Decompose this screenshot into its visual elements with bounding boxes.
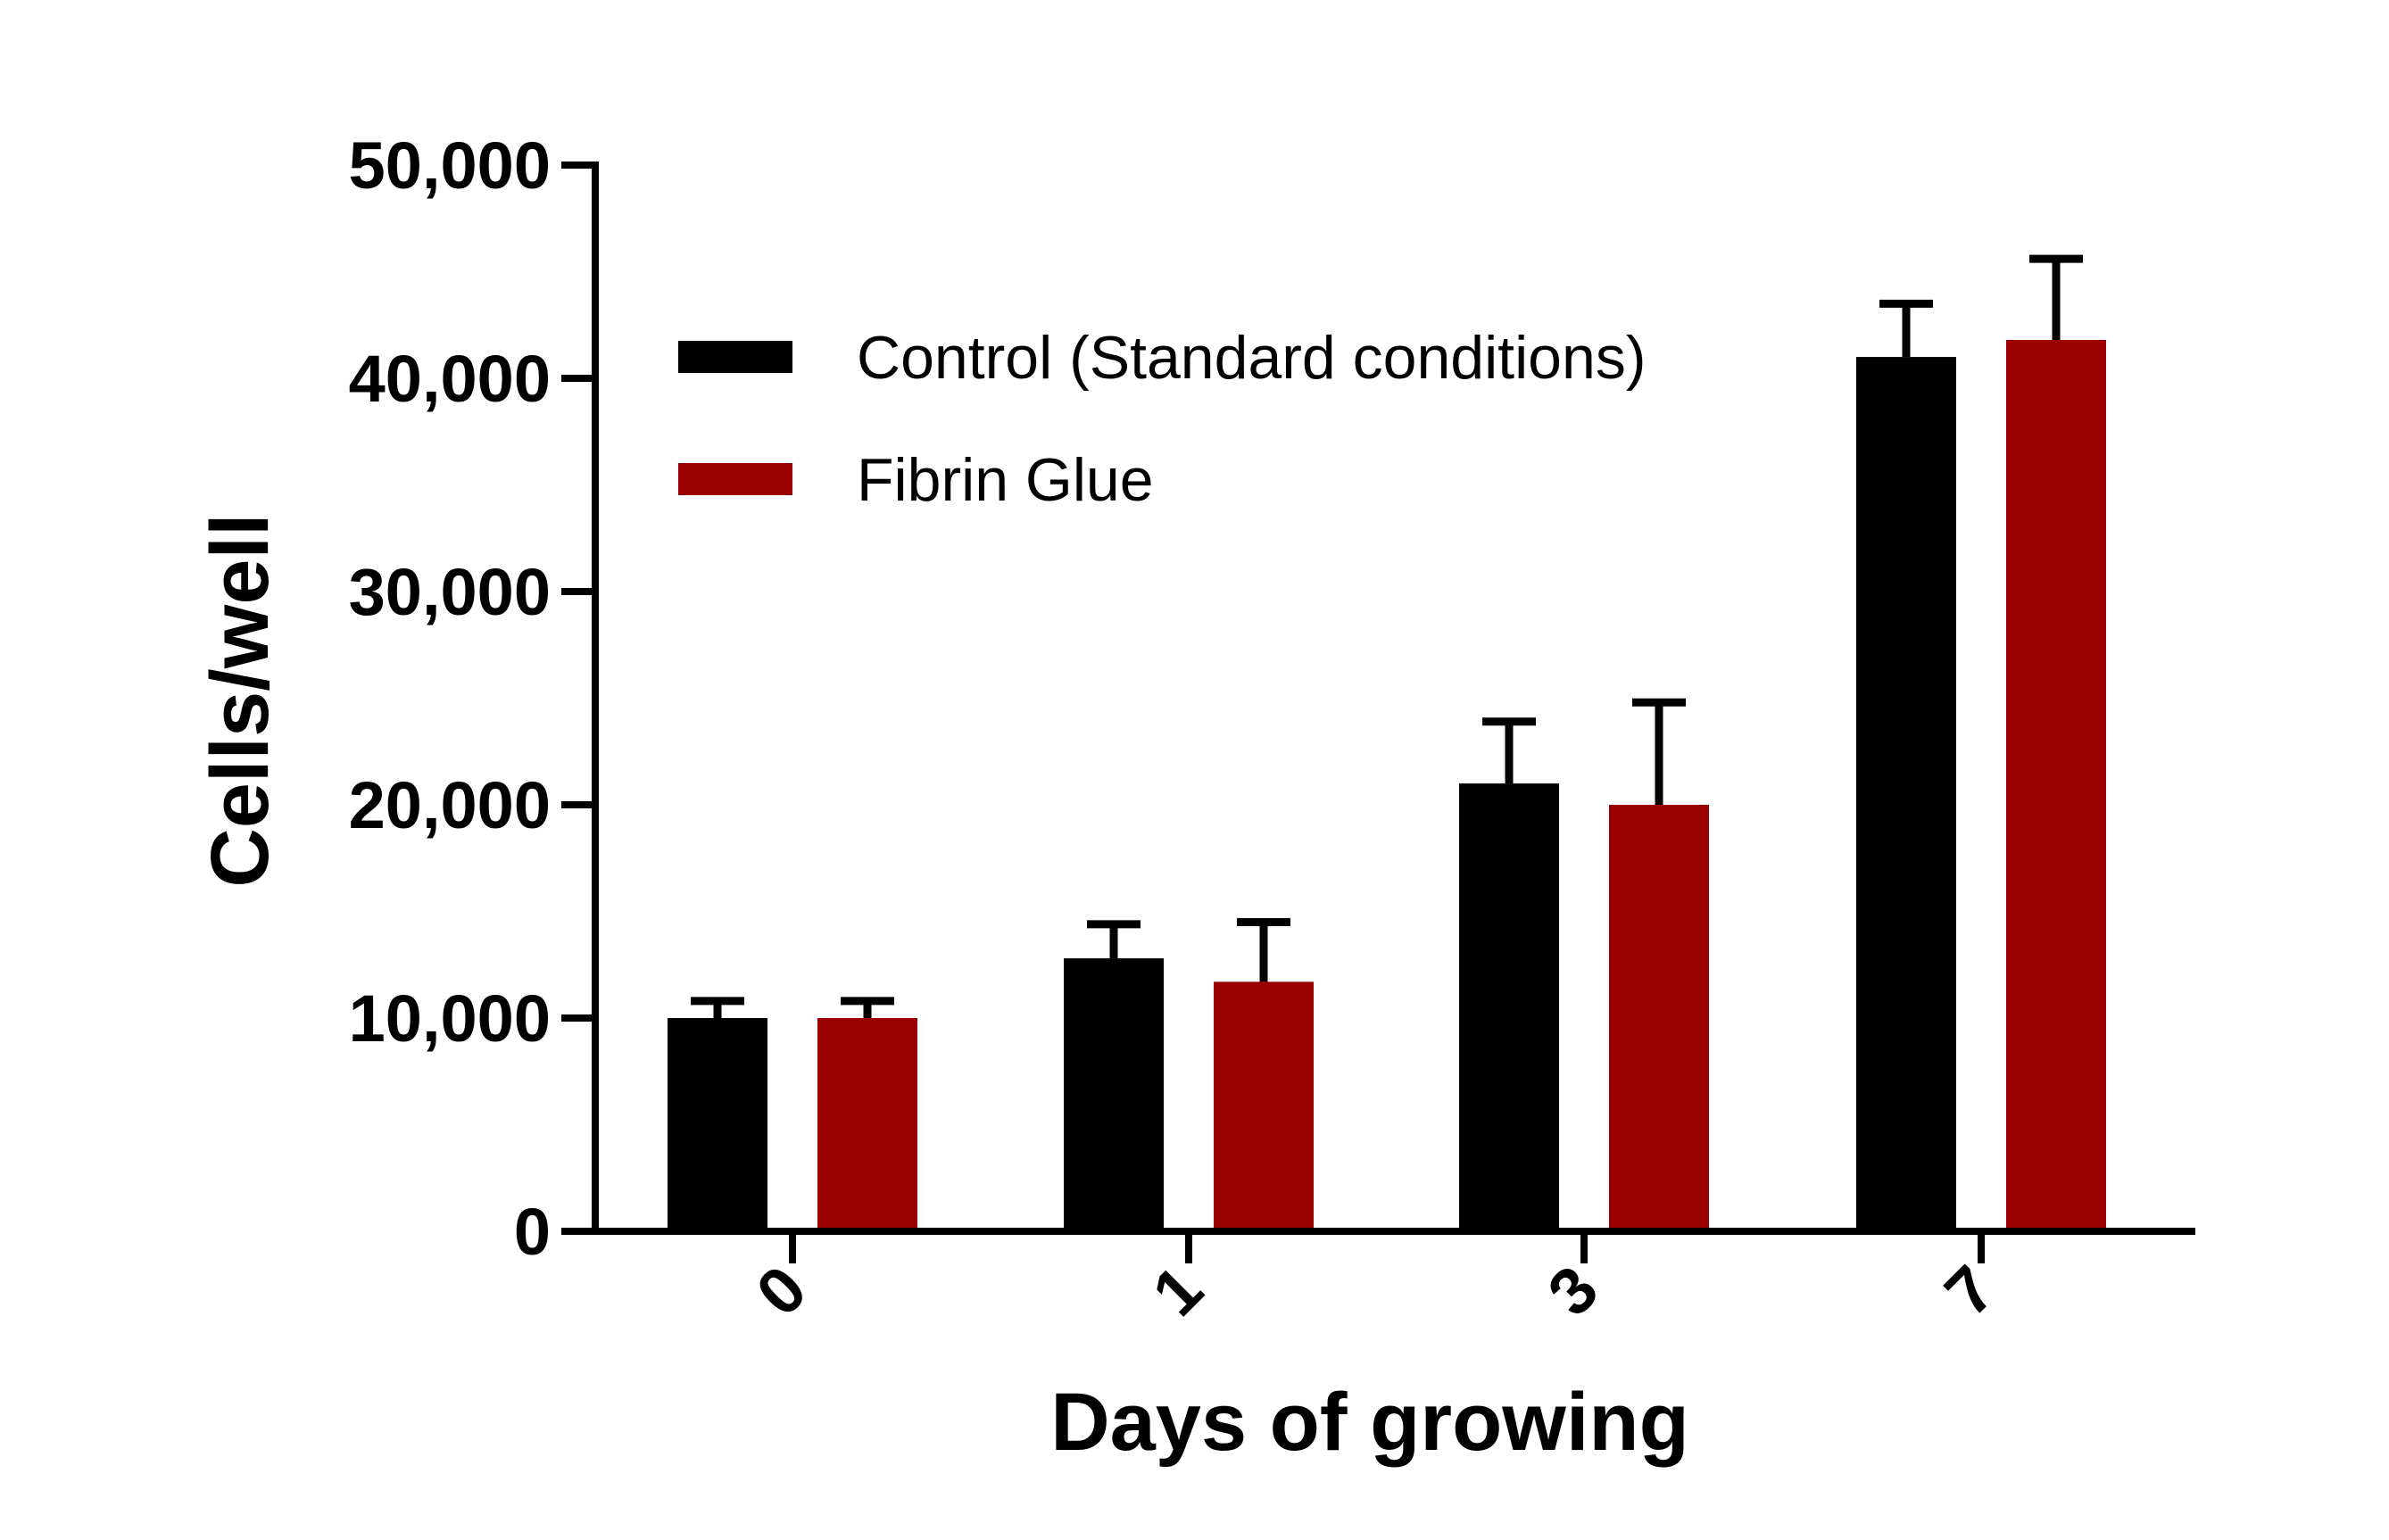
legend-item: Control (Standard conditions) bbox=[678, 324, 1646, 392]
bar bbox=[1856, 357, 1956, 1232]
y-tick-label: 20,000 bbox=[349, 768, 551, 842]
y-tick-label: 10,000 bbox=[349, 981, 551, 1056]
x-tick-label: 3 bbox=[1534, 1252, 1613, 1330]
x-axis-title: Days of growing bbox=[1050, 1377, 1689, 1468]
axes-layer bbox=[561, 161, 2195, 1235]
bar bbox=[1064, 958, 1164, 1231]
x-ticks-layer: 0 1 3 7 bbox=[742, 1231, 2010, 1330]
legend-label: Control (Standard conditions) bbox=[857, 324, 1646, 392]
bar bbox=[1459, 783, 1559, 1231]
bar bbox=[2006, 339, 2106, 1232]
bar bbox=[1214, 981, 1314, 1231]
error-bars-layer bbox=[691, 254, 2083, 1018]
bar bbox=[1609, 805, 1709, 1231]
y-ticks-layer: 0 10,000 20,000 30,000 40,000 50,000 bbox=[349, 128, 595, 1269]
legend-item: Fibrin Glue bbox=[678, 446, 1154, 514]
y-tick-label: 50,000 bbox=[349, 128, 551, 203]
y-axis-title: Cells/well bbox=[195, 513, 286, 887]
legend-label: Fibrin Glue bbox=[857, 446, 1154, 514]
y-tick-label: 40,000 bbox=[349, 342, 551, 416]
legend-swatch bbox=[678, 341, 792, 373]
bar bbox=[817, 1018, 917, 1231]
bar bbox=[668, 1018, 767, 1231]
bars-layer bbox=[668, 339, 2106, 1232]
y-tick-label: 0 bbox=[514, 1195, 551, 1269]
x-tick-label: 7 bbox=[1931, 1252, 2010, 1330]
x-tick-label: 1 bbox=[1139, 1252, 1217, 1330]
legend: Control (Standard conditions) Fibrin Glue bbox=[678, 324, 1646, 514]
x-tick-label: 0 bbox=[742, 1252, 821, 1330]
y-tick-label: 30,000 bbox=[349, 555, 551, 629]
legend-swatch bbox=[678, 463, 792, 495]
